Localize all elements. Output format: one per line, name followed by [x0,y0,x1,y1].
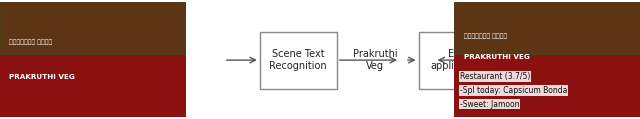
Text: Restaurant (3.7/5): Restaurant (3.7/5) [460,72,531,81]
Text: -Spl today: Capsicum Bonda: -Spl today: Capsicum Bonda [460,86,567,95]
FancyBboxPatch shape [260,32,337,89]
Text: PRAKRUTHI VEG: PRAKRUTHI VEG [463,54,529,60]
Bar [0,2,186,54]
Bar [454,2,640,54]
Text: PRAKRUTHI VEG: PRAKRUTHI VEG [9,74,75,80]
Text: Prakruthi
Veg: Prakruthi Veg [353,49,397,71]
FancyBboxPatch shape [419,32,495,89]
Text: -Sweet: Jamoon: -Sweet: Jamoon [460,100,520,109]
Text: ಪ್ರಕೃತಿ ವೆಜ್: ಪ್ರಕೃತಿ ವೆಜ್ [463,34,507,40]
Text: ಪ್ರಕೃತಿ ವೆಜ್: ಪ್ರಕೃತಿ ವೆಜ್ [9,40,52,45]
Text: Scene Text
Recognition: Scene Text Recognition [269,49,327,71]
Text: End
application: End application [430,49,484,71]
